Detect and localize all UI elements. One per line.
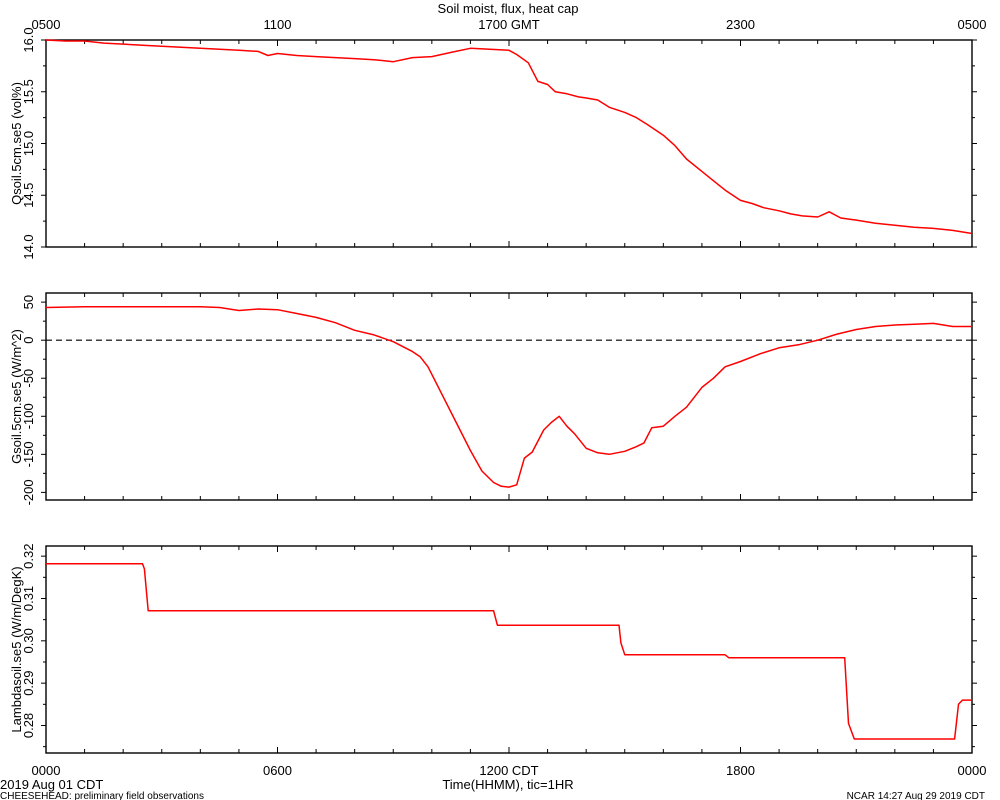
y-tick-label: 0.29 (21, 670, 36, 695)
y-tick-label: 50 (21, 295, 36, 309)
y-tick-label: 14.5 (21, 183, 36, 208)
y-axis-title: Qsoil.5cm.se5 (vol%) (9, 82, 24, 205)
series-line (45, 39, 973, 235)
top-tick-label: 1700 GMT (478, 17, 539, 32)
footer-date: 2019 Aug 01 CDT (0, 777, 103, 792)
y-tick-label: 16.0 (21, 27, 36, 52)
y-tick-label: -50 (21, 369, 36, 388)
top-tick-label: 0500 (958, 17, 987, 32)
bottom-tick-label: 1800 (726, 763, 755, 778)
series-line (45, 305, 972, 488)
bottom-tick-label: 0000 (32, 763, 61, 778)
y-tick-label: -100 (21, 403, 36, 429)
plot-frame (45, 292, 973, 501)
panels: 14.0 14.5 15.0 15.5 16.0 Qsoil.5cm.se5 (vol%)… (9, 27, 977, 754)
y-tick-label: 14.0 (21, 234, 36, 259)
top-tick-label: 0500 (32, 17, 61, 32)
y-tick-label: 0.30 (21, 628, 36, 653)
panel-2: -200 -150 -100 -50 0 50 Gsoil.5cm.se5 (W/m^2) (9, 292, 977, 505)
bottom-tick-label: 0000 (958, 763, 987, 778)
y-tick-label: -200 (21, 479, 36, 505)
footer-right: NCAR 14:27 Aug 29 2019 CDT (847, 791, 985, 800)
y-tick-label: 15.0 (21, 131, 36, 156)
y-tick-label: 15.5 (21, 79, 36, 104)
x-axis-title: Time(HHMM), tic=1HR (442, 777, 573, 792)
top-axis-labels: 0500 1100 1700 GMT 2300 0500 (32, 17, 987, 32)
panel-1: 14.0 14.5 15.0 15.5 16.0 Qsoil.5cm.se5 (vol%) (9, 27, 977, 260)
chart-title: Soil moist, flux, heat cap (438, 1, 579, 16)
bottom-axis-labels: 0000 0600 1200 CDT 1800 0000 (32, 763, 987, 778)
y-tick-label: 0.28 (21, 713, 36, 738)
y-tick-label: -150 (21, 441, 36, 467)
y-axis-title: Lambdasoil.se5 (W/m/DegK) (9, 566, 24, 732)
y-tick-label: 0.31 (21, 586, 36, 611)
bottom-tick-label: 0600 (263, 763, 292, 778)
top-tick-label: 1100 (264, 17, 292, 32)
series-line (46, 563, 972, 740)
plot-frame (45, 545, 973, 754)
y-tick-label: 0 (21, 337, 36, 344)
y-axis-title: Gsoil.5cm.se5 (W/m^2) (9, 329, 24, 464)
y-tick-label: 0.32 (21, 544, 36, 569)
plot-frame (45, 39, 973, 248)
footer-left: CHEESEHEAD: preliminary field observatio… (0, 791, 204, 800)
bottom-tick-label: 1200 CDT (479, 763, 538, 778)
top-tick-label: 2300 (726, 17, 755, 32)
